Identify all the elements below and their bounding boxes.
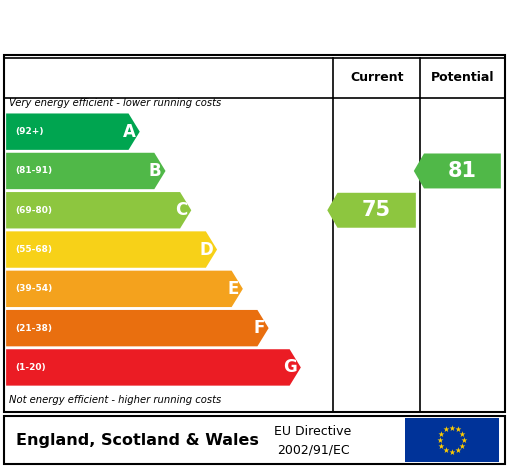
Text: ★: ★ [442,446,449,455]
Text: 75: 75 [362,200,391,220]
Text: C: C [175,201,187,219]
Text: Energy Efficiency Rating: Energy Efficiency Rating [193,14,509,38]
Text: 81: 81 [448,161,477,181]
Polygon shape [6,271,243,307]
Text: Very energy efficient - lower running costs: Very energy efficient - lower running co… [9,98,221,108]
Text: ★: ★ [455,446,461,455]
Text: (1-20): (1-20) [15,363,46,372]
Text: ★: ★ [438,430,445,439]
Text: ★: ★ [455,425,461,434]
Text: (69-80): (69-80) [15,206,52,215]
Polygon shape [327,193,416,228]
Text: EU Directive
2002/91/EC: EU Directive 2002/91/EC [274,425,352,456]
Text: B: B [149,162,161,180]
Polygon shape [6,310,269,347]
Text: ★: ★ [459,430,466,439]
Polygon shape [414,154,501,189]
Text: (92+): (92+) [15,127,44,136]
Text: ★: ★ [459,442,466,451]
Polygon shape [6,231,217,268]
Text: Not energy efficient - higher running costs: Not energy efficient - higher running co… [9,396,221,405]
Text: ★: ★ [436,436,443,445]
Polygon shape [6,113,140,150]
Text: D: D [199,241,213,259]
Text: E: E [228,280,239,298]
Text: ★: ★ [448,447,455,457]
Text: Current: Current [350,71,404,84]
Text: Potential: Potential [431,71,494,84]
Polygon shape [6,349,301,386]
Text: ★: ★ [448,424,455,432]
Text: (55-68): (55-68) [15,245,52,254]
Text: (21-38): (21-38) [15,324,52,333]
Text: ★: ★ [442,425,449,434]
Text: ★: ★ [460,436,467,445]
Text: (81-91): (81-91) [15,166,52,176]
Text: (39-54): (39-54) [15,284,52,293]
Polygon shape [6,153,165,189]
Text: G: G [283,359,297,376]
Text: ★: ★ [438,442,445,451]
Text: F: F [253,319,265,337]
Polygon shape [6,192,191,228]
Text: A: A [123,123,136,141]
Bar [405,418,499,462]
Text: England, Scotland & Wales: England, Scotland & Wales [16,433,259,448]
